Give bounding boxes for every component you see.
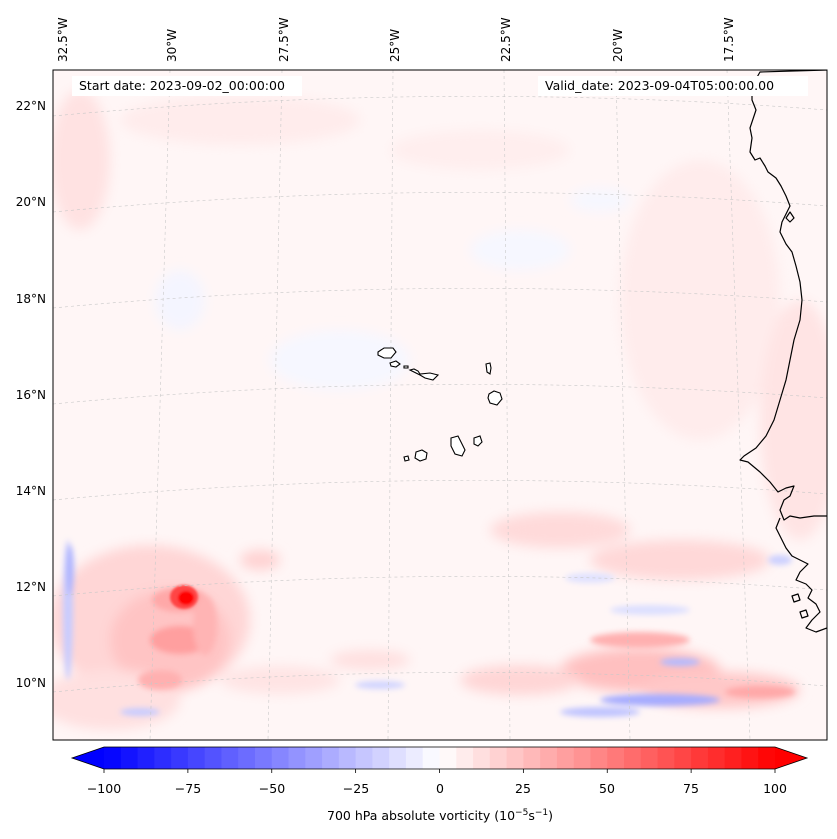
colorbar-label: 700 hPa absolute vorticity (10−5s−1) (326, 808, 554, 824)
colorbar-step (120, 747, 139, 769)
colorbar-step (221, 747, 239, 769)
colorbar-tick-25: 25 (515, 781, 531, 796)
lat-label-10n: 10°N (15, 676, 46, 690)
colorbar-step (489, 747, 508, 769)
colorbar-step (104, 747, 122, 769)
colorbar (70, 746, 809, 773)
start-date-text: Start date: 2023-09-02_00:00:00 (79, 78, 285, 93)
colorbar-step (758, 747, 776, 769)
colorbar-tick-neg50: −50 (258, 781, 286, 796)
colorbar-step (657, 747, 675, 769)
map-frame (52, 69, 828, 741)
colorbar-step (405, 747, 424, 769)
colorbar-step (624, 747, 642, 769)
colorbar-tick-neg75: −75 (174, 781, 202, 796)
island-sao-nicolau (408, 368, 440, 381)
colorbar-step (305, 747, 323, 769)
colorbar-step (204, 747, 222, 769)
gridlines (53, 70, 827, 740)
colorbar-step (640, 747, 659, 769)
colorbar-step (254, 747, 273, 769)
colorbar-step (691, 747, 709, 769)
colorbar-step (473, 747, 491, 769)
colorbar-step (322, 747, 340, 769)
african-coastline (739, 70, 827, 633)
colorbar-step (506, 747, 524, 769)
colorbar-tick-50: 50 (599, 781, 615, 796)
colorbar-step (556, 747, 575, 769)
colorbar-step (540, 747, 558, 769)
island-boa-vista (487, 390, 503, 406)
colorbar-step (573, 747, 591, 769)
colorbar-step (523, 747, 541, 769)
colorbar-step (338, 747, 357, 769)
colorbar-step (607, 747, 625, 769)
colorbar-tick-100: 100 (763, 781, 787, 796)
colorbar-step (372, 747, 390, 769)
lat-label-20n: 20°N (15, 195, 46, 209)
colorbar-step (439, 747, 457, 769)
colorbar-tick-neg100: −100 (86, 781, 122, 796)
island-fogo (414, 449, 428, 462)
island-santo-antao (377, 347, 397, 359)
vortex-core (170, 585, 198, 609)
colorbar-step (238, 747, 256, 769)
colorbar-tick-neg25: −25 (342, 781, 370, 796)
colorbar-step (355, 747, 373, 769)
start-date-box (72, 76, 302, 96)
lat-label-16n: 16°N (15, 388, 46, 402)
colorbar-step (171, 747, 189, 769)
colorbar-step (288, 747, 306, 769)
lat-label-14n: 14°N (15, 484, 46, 498)
island-sal (485, 362, 492, 375)
colorbar-extend-min (72, 747, 104, 769)
vorticity-field-contours (53, 90, 827, 730)
colorbar-step (674, 747, 692, 769)
colorbar-step (154, 747, 172, 769)
island-santiago (450, 435, 466, 457)
colorbar-tick-0: 0 (436, 781, 444, 796)
colorbar-step (724, 747, 742, 769)
island-sao-vicente (389, 360, 401, 368)
colorbar-step (456, 747, 474, 769)
lat-label-22n: 22°N (15, 99, 46, 113)
colorbar-step (137, 747, 155, 769)
colorbar-step (187, 747, 206, 769)
colorbar-step (422, 747, 440, 769)
lat-label-12n: 12°N (15, 580, 46, 594)
colorbar-step (389, 747, 407, 769)
valid-date-text: Valid_date: 2023-09-04T05:00:00.00 (545, 78, 775, 93)
valid-date-box (538, 76, 808, 96)
island-brava (403, 455, 410, 462)
colorbar-step (590, 747, 608, 769)
lat-label-18n: 18°N (15, 292, 46, 306)
colorbar-step (741, 747, 759, 769)
colorbar-step (707, 747, 726, 769)
colorbar-extend-max (775, 747, 807, 769)
island-santa-luzia (403, 365, 409, 369)
cape-verde-islands (377, 347, 503, 462)
colorbar-step (271, 747, 290, 769)
colorbar-tick-75: 75 (683, 781, 699, 796)
island-maio (473, 435, 483, 447)
